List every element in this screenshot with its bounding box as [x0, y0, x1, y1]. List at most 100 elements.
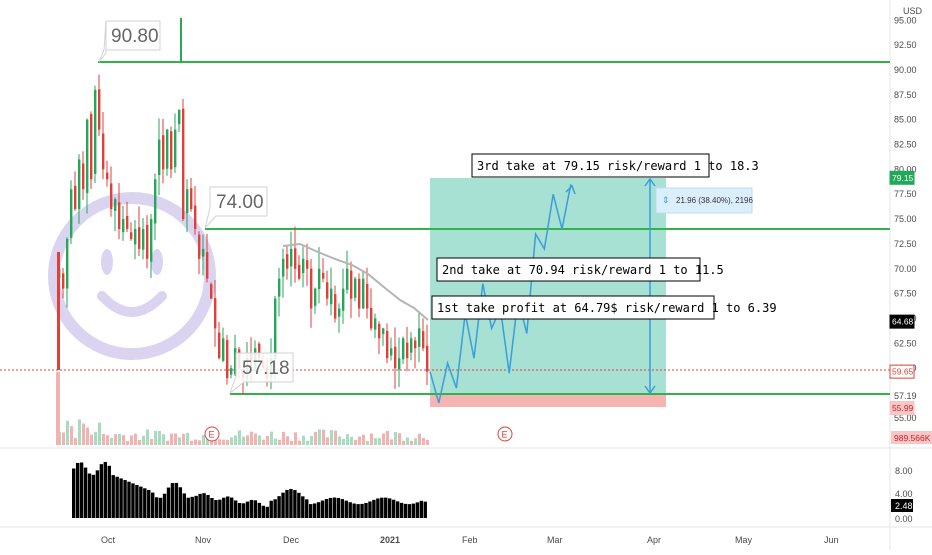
candle [406, 326, 409, 372]
volume-bar [278, 439, 281, 445]
annotation-take1[interactable]: 1st take profit at 64.79$ risk/reward 1 … [431, 295, 777, 320]
indicator-badge [891, 499, 913, 512]
indicator-bar [202, 493, 206, 518]
candle [330, 267, 333, 316]
volume-bar [154, 430, 157, 445]
candle [350, 261, 353, 319]
price-tick: 87.50 [894, 90, 917, 100]
volume-bar [166, 440, 169, 445]
price-tick: 92.50 [894, 40, 917, 50]
candle [82, 151, 85, 200]
indicator-histogram [72, 461, 427, 518]
candle [382, 327, 385, 346]
candle [166, 129, 169, 176]
volume-bar [186, 432, 189, 445]
volume-bar [322, 429, 325, 445]
candle [206, 233, 209, 283]
indicator-bar [233, 500, 238, 518]
indicator-bar [237, 502, 242, 518]
candle [286, 245, 289, 280]
indicator-bar [253, 500, 258, 518]
candle [130, 222, 133, 241]
candle [362, 271, 365, 309]
indicator-bar [127, 481, 131, 518]
indicator-bar [293, 490, 297, 518]
candle [354, 276, 357, 302]
measure-arrow[interactable] [644, 177, 656, 395]
volume-bar [66, 420, 69, 445]
svg-text:55.99: 55.99 [892, 403, 914, 413]
indicator-bar [115, 476, 119, 518]
indicator-bar [376, 498, 380, 518]
candle [126, 201, 129, 232]
indicator-bar [384, 497, 388, 518]
indicator-bar [391, 499, 396, 518]
svg-text:57.18: 57.18 [242, 358, 290, 379]
annotation-take3[interactable]: 3rd take at 79.15 risk/reward 1 to 18.3 [471, 153, 759, 178]
volume-bar [198, 440, 201, 445]
candle [150, 213, 153, 278]
volume-bar [342, 438, 345, 445]
candle [302, 246, 305, 288]
candle [326, 270, 329, 306]
candle [57, 252, 60, 370]
candle [414, 336, 417, 369]
x-label: 2021 [380, 535, 400, 545]
candle [374, 313, 377, 339]
volume-bar [402, 440, 405, 445]
candle [218, 321, 221, 360]
stop-zone[interactable] [430, 394, 666, 407]
volume-bar [90, 434, 93, 445]
candle [122, 205, 125, 241]
indicator-bar [305, 499, 309, 518]
indicator-tick: 0.00 [895, 514, 913, 524]
volume-bar [298, 440, 301, 445]
indicator-bar [301, 496, 305, 518]
indicator-bar [186, 497, 190, 518]
level-label-90-80: 90.80 [98, 20, 161, 63]
volume-group [56, 372, 429, 445]
volume-bar [130, 435, 133, 445]
volume-bar [218, 439, 221, 445]
take2-text: 2nd take at 70.94 risk/reward 1 to 11.5 [442, 263, 724, 277]
candle [198, 231, 201, 275]
annotation-take2[interactable]: 2nd take at 70.94 risk/reward 1 to 11.5 [436, 257, 724, 282]
candle [234, 334, 237, 376]
volume-bar [422, 437, 425, 445]
indicator-bar [356, 504, 360, 518]
indicator-bar [87, 473, 92, 518]
candle [346, 250, 349, 294]
volume-bar [290, 440, 293, 445]
price-axis-ticks: 95.00 92.50 90.00 87.50 85.00 82.50 80.00 77.50… [894, 15, 917, 423]
volume-bar [266, 435, 269, 445]
candle [154, 173, 157, 241]
candle [98, 74, 101, 136]
candle [110, 166, 113, 217]
earnings-marker[interactable]: E [497, 426, 513, 442]
volume-bar [426, 439, 429, 445]
candle [386, 323, 389, 364]
indicator-bar [198, 493, 202, 518]
x-label: Oct [101, 535, 116, 545]
candle [158, 118, 161, 196]
volume-bar [134, 433, 137, 445]
indicator-bar [245, 501, 250, 518]
volume-bar [158, 430, 161, 445]
indicator-bar [174, 482, 179, 518]
volume-bar [178, 437, 181, 445]
target-zone[interactable] [430, 178, 666, 394]
candle [86, 118, 89, 214]
candle [426, 324, 429, 385]
x-label: Jun [824, 535, 839, 545]
indicator-bar [107, 465, 111, 518]
volume-bar [330, 430, 333, 445]
candle [182, 99, 185, 222]
earnings-marker[interactable]: E [204, 426, 220, 442]
level-label-74-00: 74.00 [204, 186, 268, 229]
volume-bar [390, 439, 393, 445]
indicator-badge-text: 2.48 [895, 501, 913, 511]
indicator-bar [332, 497, 337, 518]
candle [74, 171, 77, 211]
